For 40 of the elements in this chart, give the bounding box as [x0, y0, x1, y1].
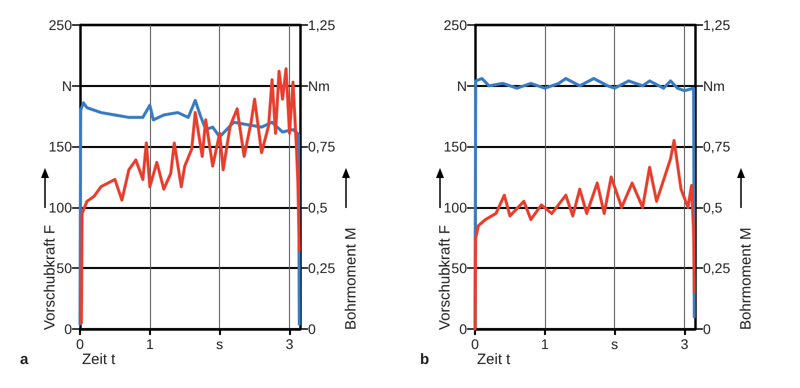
x-tick-label: 3 [680, 336, 689, 352]
y-tick-label: N [456, 78, 467, 94]
y2-tick-label: 0,75 [703, 138, 730, 155]
y-tick-label: 100 [48, 199, 72, 216]
y-tick-label: 150 [48, 138, 72, 155]
y-tick-label: 100 [444, 199, 468, 216]
y-tick-label: 50 [56, 260, 72, 276]
y2-tick-label: 1,25 [703, 17, 730, 33]
y2-axis-title: Bohrmoment M [342, 227, 360, 330]
y-tick-label: 50 [451, 260, 468, 276]
y2-tick-label: 0,25 [308, 260, 336, 276]
y2-tick-label: Nm [308, 78, 330, 94]
x-tick-label: 3 [286, 336, 294, 352]
x-axis-title: Zeit t [477, 351, 512, 368]
text: b [420, 351, 430, 368]
x-tick-label: 0 [471, 336, 480, 352]
y2-tick-label: 0,5 [308, 199, 328, 216]
y-tick-label: 250 [444, 17, 468, 33]
y-tick-label: 0 [459, 321, 468, 337]
y2-tick-label: 0,25 [703, 260, 730, 276]
y-axis-title: Vorschubkraft F [436, 224, 454, 330]
y-axis-title: Vorschubkraft F [42, 224, 58, 330]
y2-tick-label: 0 [308, 321, 316, 337]
y2-tick-label: 0,75 [308, 138, 336, 155]
y-tick-label: 150 [444, 138, 468, 155]
y2-tick-label: 1,25 [308, 17, 336, 33]
x-axis-title: Zeit t [82, 351, 116, 368]
x-tick-label: s [611, 336, 618, 352]
x-tick-label: 1 [146, 336, 154, 352]
y-tick-label: 0 [64, 321, 72, 337]
y-tick-label: N [62, 78, 72, 94]
x-tick-label: s [216, 336, 224, 352]
y2-tick-label: Nm [703, 78, 725, 94]
y2-tick-label: 0,5 [703, 199, 723, 216]
x-tick-label: 0 [76, 336, 84, 352]
y-tick-label: 250 [48, 17, 72, 33]
y2-tick-label: 0 [703, 321, 711, 337]
x-tick-label: 1 [540, 336, 549, 352]
y2-axis-title: Bohrmoment M [738, 227, 754, 330]
text: a [20, 351, 29, 368]
